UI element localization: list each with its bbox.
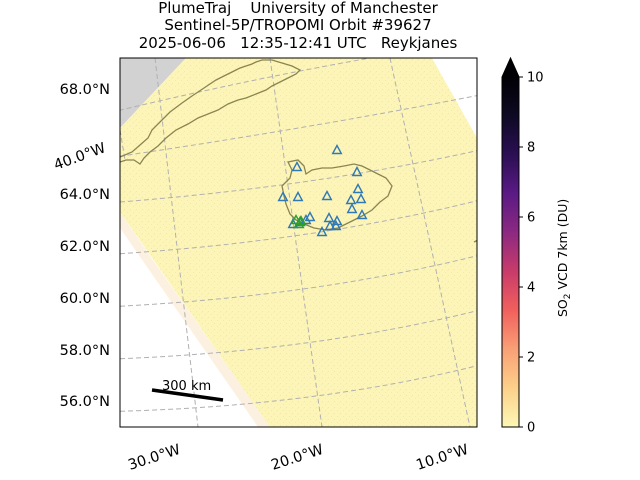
map-area: 300 km: [120, 58, 477, 427]
scale-bar: 300 km: [151, 379, 224, 402]
volcano-marker: [292, 191, 304, 202]
swath-noise: [120, 58, 477, 427]
volcano-marker: [324, 220, 336, 231]
colorbar-tick-label: 8: [527, 141, 535, 156]
volcano-marker: [321, 190, 333, 201]
parallel-60: [120, 255, 477, 307]
colorbar-gradient: [502, 77, 519, 427]
colorbar-tick-label: 0: [527, 421, 535, 436]
lon-label-40w: 40.0°W: [52, 140, 108, 173]
lat-label-62: 62.0°N: [60, 239, 110, 255]
meridian-20w: [269, 58, 323, 427]
colorbar-tick-label: 2: [527, 351, 535, 366]
parallel-66: [120, 95, 477, 157]
volcano-marker: [355, 193, 367, 204]
volcano-marker: [316, 226, 328, 237]
volcano-marker: [304, 211, 316, 222]
colorbar-tick-label: 6: [527, 211, 535, 226]
colorbar-tick-label: 4: [527, 281, 535, 296]
lat-label-68: 68.0°N: [60, 82, 110, 98]
volcano-marker: [345, 194, 357, 205]
meridian-30w: [154, 58, 199, 427]
colorbar-label: SO2 VCD 7km (DU): [555, 199, 573, 317]
title-line-3: 2025-06-06 12:35-12:41 UTC Reykjanes: [138, 34, 458, 52]
parallel-62: [120, 200, 477, 255]
colorbar-tick-label: 10: [527, 71, 544, 86]
volcano-marker: [323, 212, 335, 223]
scale-bar-label: 300 km: [162, 379, 211, 394]
lon-label-20w: 20.0°W: [269, 442, 325, 474]
volcano-marker: [352, 183, 364, 194]
meridian-10w: [389, 58, 471, 427]
volcano-marker: [331, 144, 343, 155]
graticule: [120, 58, 477, 427]
colorbar: 0 2 4 6 8 10 SO2 VCD 7km (DU): [501, 56, 573, 436]
colorbar-extend-arrow: [502, 58, 519, 77]
lat-label-56: 56.0°N: [60, 394, 110, 410]
lon-label-10w: 10.0°W: [414, 442, 470, 474]
lat-label-58: 58.0°N: [60, 343, 110, 359]
parallel-56: [120, 365, 477, 412]
greenland-coast: [120, 59, 302, 165]
colorbar-ticks: 0 2 4 6 8 10: [519, 71, 544, 436]
lat-labels: 68.0°N 64.0°N 62.0°N 60.0°N 58.0°N 56.0°…: [52, 82, 110, 410]
parallel-64: [120, 150, 477, 203]
swath-edge-noise-left: [120, 212, 270, 427]
colorbar-frame: [501, 56, 520, 428]
active-volcano-marker: [293, 218, 305, 229]
volcano-marker: [356, 209, 368, 220]
volcano-marker: [300, 214, 312, 225]
lon-labels: 30.0°W 20.0°W 10.0°W: [126, 442, 470, 474]
lat-label-60: 60.0°N: [60, 291, 110, 307]
lat-label-64: 64.0°N: [60, 187, 110, 203]
volcano-marker: [291, 161, 303, 172]
volcano-marker: [330, 220, 342, 231]
parallel-58: [120, 310, 477, 360]
faroe-coast: [473, 239, 477, 243]
map-frame: [119, 57, 478, 428]
volcano-marker: [346, 203, 358, 214]
title-line-1: PlumeTraj University of Manchester: [158, 0, 438, 17]
volcano-markers: [277, 144, 368, 237]
title-line-2: Sentinel-5P/TROPOMI Orbit #39627: [164, 16, 432, 34]
lon-label-30w: 30.0°W: [126, 442, 182, 474]
active-volcano-marker: [290, 214, 302, 225]
volcano-marker: [351, 166, 363, 177]
volcano-marker: [277, 191, 289, 202]
